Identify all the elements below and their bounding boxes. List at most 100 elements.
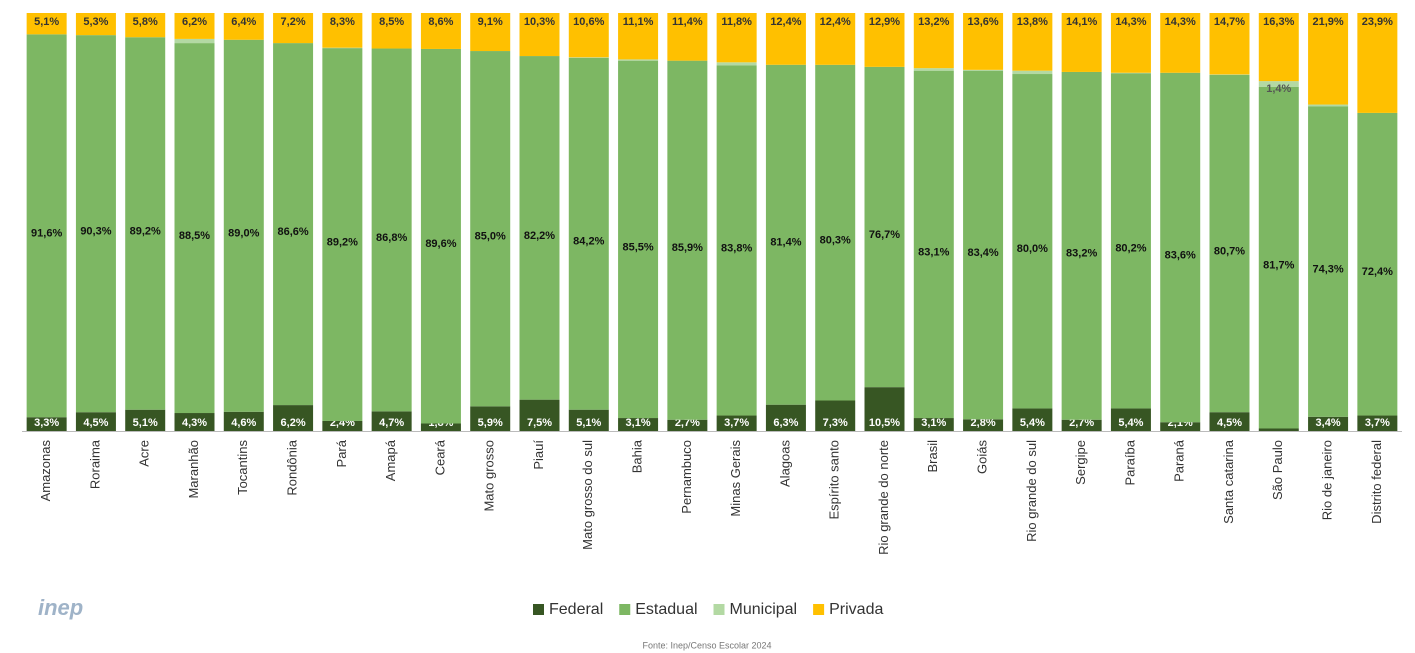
bar-segment [864,13,905,67]
value-label: 6,4% [231,16,256,28]
bar-segment [913,68,954,71]
legend-label: Federal [549,601,603,618]
bar-segment [568,409,609,431]
bar-segment [519,399,560,431]
value-label: 74,3% [1312,263,1343,275]
bar-segment [618,418,659,431]
x-tick-label: Pernambuco [679,440,694,514]
value-label: 1,4% [1266,83,1291,95]
bar-segment [568,13,609,58]
value-label: 89,2% [130,225,161,237]
bar-segment [1308,13,1349,105]
value-label: 83,1% [918,246,949,258]
x-tick-label: Sergipe [1073,440,1088,485]
bar-segment [1357,112,1398,416]
value-label: 72,4% [1362,266,1393,278]
bar-segment [913,418,954,431]
bar-segment [1012,13,1053,71]
bar-segment [371,13,412,49]
bar-segment [273,405,314,431]
value-label: 14,7% [1214,16,1245,28]
value-label: 86,6% [277,226,308,238]
value-label: 81,7% [1263,260,1294,272]
bar-segment [1357,415,1398,431]
value-label: 90,3% [80,226,111,238]
value-label: 81,4% [770,237,801,249]
value-label: 3,3% [34,417,59,429]
bar-segment [223,411,264,431]
value-label: 12,9% [869,16,900,28]
value-label: 80,7% [1214,245,1245,257]
bar-segment [174,43,215,414]
bar-segment [125,13,166,38]
value-label: 11,4% [672,16,703,28]
value-label: 7,3% [823,417,848,429]
x-tick-label: Paraná [1172,439,1187,482]
x-tick-label: Tocantins [235,440,250,495]
value-label: 89,0% [228,228,259,240]
value-label: 16,3% [1263,16,1294,28]
x-tick-label: Rio grande do sul [1024,440,1039,542]
value-label: 12,4% [820,16,851,28]
value-label: 84,2% [573,236,604,248]
x-tick-label: Rondônia [285,439,300,495]
bar-segment [1308,106,1349,417]
bar-segment [1308,104,1349,107]
x-tick-label: Ceará [432,439,447,475]
x-tick-label: Brasil [925,440,940,473]
value-label: 83,4% [967,247,998,259]
value-label: 89,6% [425,238,456,250]
value-label: 4,7% [379,417,404,429]
bar-segment [1357,13,1398,113]
x-tick-label: Goiás [975,440,990,474]
value-label: 3,7% [724,417,749,429]
bar-segment [716,13,757,63]
bar-segment [75,35,116,413]
value-label: 5,4% [1118,417,1143,429]
bar-segment [75,412,116,431]
x-tick-label: Mato grosso [482,440,497,512]
value-label: 11,1% [623,16,654,28]
bar-segment [1258,86,1299,429]
value-label: 6,2% [182,16,207,28]
bar-segment [1258,13,1299,82]
x-tick-label: Santa catarina [1221,439,1236,524]
bar-segment [174,413,215,431]
bar-segment [963,13,1004,70]
value-label: 4,5% [1217,417,1242,429]
x-tick-label: Acre [137,440,152,467]
bar-segment [618,13,659,60]
value-label: 3,4% [1316,417,1341,429]
bar-segment [371,411,412,431]
bar-segment [815,64,856,401]
value-label: 80,2% [1115,243,1146,255]
bar-segment [618,60,659,419]
value-label: 3,7% [1365,417,1390,429]
bar-segment [1061,13,1102,72]
x-tick-label: Maranhão [186,440,201,499]
value-label: 12,4% [770,16,801,28]
bar-segment [568,57,609,410]
x-tick-label: Pará [334,439,349,467]
value-label: 5,8% [133,16,158,28]
bar-segment [864,66,905,388]
x-tick-label: Distrito federal [1369,440,1384,524]
legend-label: Estadual [635,601,697,618]
bar-segment [716,65,757,416]
bar-segment [1110,13,1151,73]
bar-segment [322,48,363,421]
bar-segment [26,417,67,431]
legend-swatch [533,604,544,615]
x-tick-label: Rio grande do norte [876,440,891,555]
bar-segment [1012,408,1053,431]
bar-segment [963,419,1004,431]
value-label: 7,5% [527,417,552,429]
value-label: 13,2% [918,16,949,28]
value-label: 4,5% [83,417,108,429]
bar-segment [273,13,314,44]
bar-segment [26,13,67,35]
x-tick-label: Rio de janeiro [1320,440,1335,520]
bar-segment [223,39,264,412]
value-label: 8,6% [428,16,453,28]
value-label: 88,5% [179,230,210,242]
